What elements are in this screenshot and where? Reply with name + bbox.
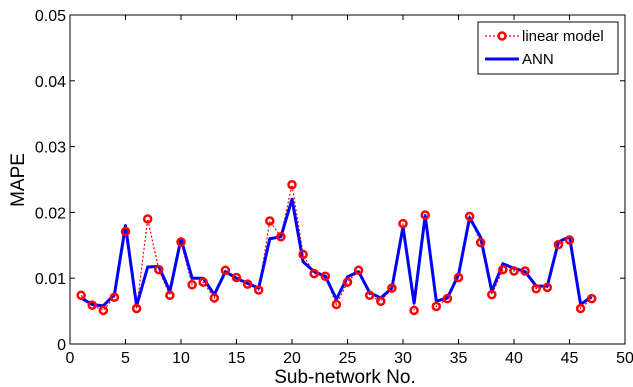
legend-linear-model-label: linear model [522, 28, 604, 45]
linear-model-point [387, 283, 397, 293]
linear-model-point [165, 290, 175, 301]
linear-model-point [109, 292, 120, 303]
linear-model-point [520, 266, 530, 276]
linear-model-point [564, 235, 575, 245]
linear-model-point [98, 305, 109, 316]
linear-model-point [142, 214, 153, 224]
linear-model-point [265, 216, 275, 226]
linear-model-point [187, 280, 197, 290]
linear-model-point [131, 303, 142, 314]
linear-model-point [575, 303, 586, 314]
y-tick-label: 0 [57, 337, 66, 354]
linear-model-point [475, 237, 486, 248]
linear-model-point [553, 239, 564, 250]
linear-model-point [487, 289, 497, 300]
linear-model-point [120, 226, 131, 237]
legend-ann-label: ANN [522, 51, 554, 68]
linear-model-point [453, 272, 464, 283]
x-tick-label: 50 [616, 350, 633, 367]
y-tick-label: 0.02 [35, 205, 66, 222]
linear-model-point [498, 264, 508, 275]
linear-model-point [542, 282, 553, 293]
linear-model-point [320, 271, 331, 281]
series-ann-line [80, 197, 593, 308]
x-tick-label: 20 [283, 350, 301, 367]
linear-model-point [442, 293, 453, 304]
x-tick-label: 30 [394, 350, 412, 367]
linear-model-point [398, 218, 408, 229]
x-tick-labels: 0 5 10 15 20 25 30 35 40 45 50 [66, 350, 633, 367]
linear-model-point [176, 237, 186, 247]
series-linear-model-line [80, 184, 593, 312]
linear-model-point [76, 290, 86, 301]
linear-model-point [509, 266, 519, 276]
linear-model-point [154, 264, 164, 275]
legend-box [477, 21, 619, 75]
linear-model-point [87, 300, 97, 310]
x-tick-label: 15 [228, 350, 246, 367]
linear-model-point [253, 285, 264, 295]
linear-model-point [287, 180, 297, 190]
linear-model-point [376, 296, 386, 306]
y-tick-labels: 0 0.01 0.02 0.03 0.04 0.05 [35, 8, 66, 354]
linear-model-point [209, 293, 220, 303]
legend-linear-model-marker [497, 31, 507, 41]
x-tick-label: 45 [561, 350, 579, 367]
x-tick-label: 0 [66, 350, 75, 367]
linear-model-point [331, 299, 342, 310]
x-axis-title: Sub-network No. [274, 367, 416, 387]
linear-model-point [464, 211, 475, 222]
linear-model-point [276, 231, 286, 242]
linear-model-point [586, 293, 597, 304]
series-layer [76, 180, 597, 316]
x-tick-label: 25 [339, 350, 357, 367]
y-tick-label: 0.01 [35, 271, 66, 288]
linear-model-point [531, 283, 541, 294]
linear-model-point [298, 249, 308, 260]
y-tick-label: 0.05 [35, 8, 66, 25]
plot-area-frame [69, 14, 626, 345]
linear-model-point [409, 305, 419, 316]
linear-model-point [364, 290, 375, 301]
y-axis-title: MAPE [8, 153, 29, 207]
linear-model-point [431, 301, 442, 312]
linear-model-point [309, 268, 319, 279]
linear-model-point [353, 265, 364, 276]
linear-model-point [242, 279, 253, 289]
linear-model-point [231, 272, 242, 283]
legend: linear model ANN [477, 21, 619, 75]
x-tick-label: 40 [505, 350, 523, 367]
linear-model-point [198, 277, 208, 287]
x-tick-label: 10 [172, 350, 190, 367]
x-tick-label: 5 [121, 350, 130, 367]
x-tick-label: 35 [450, 350, 468, 367]
y-tick-label: 0.03 [35, 140, 66, 157]
linear-model-point [220, 265, 231, 276]
linear-model-point [420, 210, 430, 220]
linear-model-point [342, 277, 353, 287]
y-tick-label: 0.04 [35, 74, 66, 91]
